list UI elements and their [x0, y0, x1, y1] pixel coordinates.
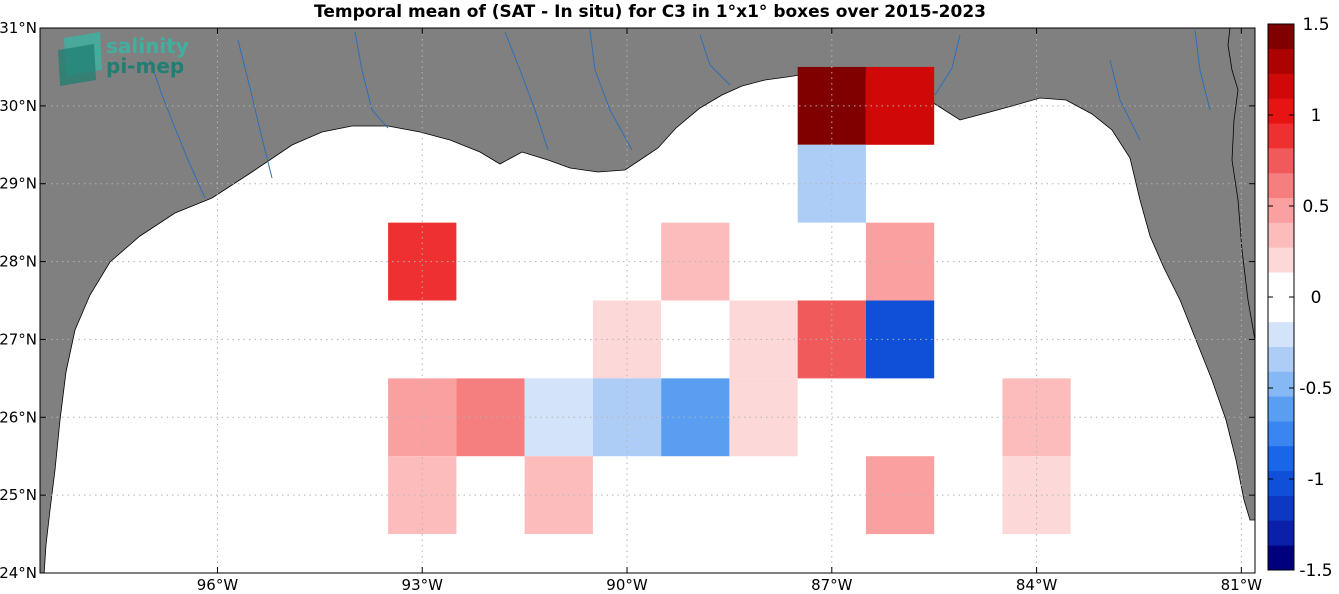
- latitude-tick-label: 24°N: [0, 564, 37, 582]
- latitude-tick-label: 25°N: [0, 486, 37, 504]
- longitude-axis: 96°W 93°W 90°W 87°W 84°W 81°W: [197, 28, 1262, 594]
- map-title: Temporal mean of (SAT - In situ) for C3 …: [314, 2, 986, 22]
- colorbar-segment: [1268, 346, 1294, 372]
- latitude-tick-label: 26°N: [0, 408, 37, 426]
- colorbar-segment: [1268, 396, 1294, 422]
- river-line: [149, 59, 206, 199]
- colorbar-segment: [1268, 148, 1294, 174]
- salinity-pi-mep-logo: salinity pi-mep: [58, 32, 189, 86]
- river-line: [504, 31, 549, 151]
- river-line: [354, 31, 389, 129]
- river-line: [1109, 59, 1141, 141]
- colorbar-segment: [1268, 222, 1294, 248]
- rivers-layer: [149, 29, 1211, 199]
- colorbar-tick-label: 1.5: [1302, 15, 1329, 35]
- colorbar-segment: [1268, 445, 1294, 472]
- latitude-tick-label: 30°N: [0, 97, 37, 115]
- land-layer: [40, 28, 1255, 573]
- colorbar-segment: [1268, 123, 1294, 149]
- salinity-box: [797, 300, 866, 379]
- colorbar-segment: [1268, 520, 1294, 546]
- salinity-box: [592, 300, 662, 379]
- colorbar-segment: [1268, 371, 1294, 397]
- salinity-box: [388, 300, 457, 379]
- colorbar-segment: [1268, 24, 1294, 50]
- plot-area: [39, 27, 1256, 574]
- plot-frame: [39, 27, 1256, 574]
- colorbar-segment: [1268, 247, 1294, 273]
- longitude-tick-label: 96°W: [197, 576, 239, 594]
- longitude-tick-label: 90°W: [606, 576, 648, 594]
- logo-text-salinity: salinity: [106, 34, 189, 58]
- colorbar-tick-label: 1: [1311, 106, 1322, 126]
- colorbar-segment: [1268, 197, 1294, 223]
- latitude-tick-label: 29°N: [0, 175, 37, 193]
- logo-text-pi-mep: pi-mep: [106, 54, 184, 78]
- salinity-box: [1070, 456, 1139, 535]
- colorbar-segment: [1268, 421, 1294, 447]
- colorbar-tick-label: -1.5: [1299, 561, 1332, 581]
- colorbar-tick-label: 0: [1311, 288, 1322, 308]
- colorbar-ticks: 1.5 1 0.5 0 -0.5 -1 -1.5: [1268, 15, 1333, 581]
- river-line: [237, 39, 273, 179]
- colorbar-segment: [1268, 272, 1294, 298]
- colorbar-segment: [1268, 73, 1294, 99]
- colorbar-tick-label: -0.5: [1299, 379, 1332, 399]
- colorbar-segment: [1268, 172, 1294, 199]
- colorbar-segment: [1268, 98, 1294, 124]
- colorbar-segment: [1268, 48, 1294, 74]
- colorbar-segment: [1268, 297, 1294, 323]
- longitude-tick-label: 81°W: [1221, 576, 1263, 594]
- latitude-tick-label: 31°N: [0, 19, 37, 37]
- river-line: [1194, 29, 1211, 111]
- land-mass: [40, 28, 1255, 573]
- salinity-box: [524, 456, 593, 535]
- salinity-box: [524, 378, 593, 457]
- river-line: [589, 29, 633, 151]
- salinity-box: [729, 300, 798, 379]
- colorbar: 1.5 1 0.5 0 -0.5 -1 -1.5: [1267, 15, 1333, 581]
- boxes-layer: [319, 66, 1139, 535]
- colorbar-segment: [1268, 545, 1294, 571]
- colorbar-segment: [1268, 470, 1294, 496]
- river-line: [699, 34, 731, 86]
- river-line: [934, 34, 961, 96]
- longitude-tick-label: 93°W: [402, 576, 444, 594]
- latitude-tick-label: 27°N: [0, 330, 37, 348]
- longitude-tick-label: 84°W: [1016, 576, 1058, 594]
- logo-mark-icon: [58, 44, 96, 86]
- longitude-tick-label: 87°W: [811, 576, 853, 594]
- colorbar-tick-label: 0.5: [1302, 197, 1329, 217]
- colorbar-segments: [1268, 24, 1294, 571]
- colorbar-segment: [1268, 321, 1294, 347]
- salinity-box: [729, 378, 798, 457]
- colorbar-tick-label: -1: [1308, 470, 1325, 490]
- latitude-tick-label: 28°N: [0, 253, 37, 271]
- latitude-axis: 24°N 25°N 26°N 27°N 28°N 29°N 30°N 31°N: [0, 19, 1255, 582]
- colorbar-segment: [1268, 495, 1294, 521]
